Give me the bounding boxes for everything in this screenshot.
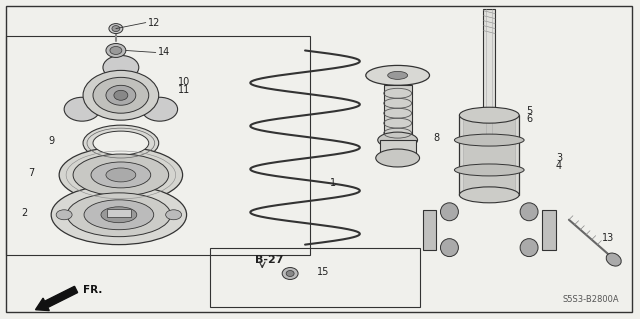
- Ellipse shape: [83, 70, 159, 120]
- Bar: [380, 140, 415, 158]
- Ellipse shape: [460, 107, 519, 123]
- Bar: [542, 210, 556, 249]
- FancyArrow shape: [35, 286, 77, 311]
- Ellipse shape: [59, 147, 182, 203]
- Ellipse shape: [366, 65, 429, 85]
- Ellipse shape: [376, 149, 420, 167]
- Ellipse shape: [606, 253, 621, 266]
- Bar: [483, 195, 495, 198]
- Ellipse shape: [56, 210, 72, 220]
- Bar: [463, 115, 515, 195]
- Ellipse shape: [106, 43, 126, 57]
- Ellipse shape: [520, 239, 538, 256]
- Ellipse shape: [110, 47, 122, 55]
- Ellipse shape: [112, 26, 120, 32]
- Text: 4: 4: [556, 161, 562, 171]
- Bar: [460, 115, 519, 195]
- Ellipse shape: [93, 131, 148, 155]
- Ellipse shape: [73, 154, 169, 196]
- Text: B-27: B-27: [255, 255, 284, 264]
- Ellipse shape: [141, 97, 177, 121]
- Ellipse shape: [114, 90, 128, 100]
- Ellipse shape: [286, 271, 294, 277]
- Bar: [483, 9, 495, 145]
- Ellipse shape: [83, 125, 159, 161]
- Text: FR.: FR.: [83, 286, 102, 295]
- Text: 13: 13: [602, 233, 614, 243]
- Text: 10: 10: [178, 77, 190, 87]
- Bar: [435, 198, 544, 263]
- Ellipse shape: [64, 97, 100, 121]
- Text: S5S3-B2800A: S5S3-B2800A: [562, 295, 619, 304]
- Ellipse shape: [101, 207, 137, 223]
- Ellipse shape: [454, 134, 524, 146]
- Ellipse shape: [106, 168, 136, 182]
- Ellipse shape: [93, 78, 148, 113]
- Ellipse shape: [91, 162, 151, 188]
- Text: 8: 8: [433, 133, 440, 143]
- Text: 1: 1: [330, 178, 336, 188]
- Ellipse shape: [103, 56, 139, 79]
- Ellipse shape: [67, 193, 171, 237]
- Ellipse shape: [440, 239, 458, 256]
- Ellipse shape: [454, 164, 524, 176]
- Ellipse shape: [282, 268, 298, 279]
- Bar: [384, 85, 412, 140]
- Text: 3: 3: [556, 153, 562, 163]
- Text: 6: 6: [526, 114, 532, 124]
- Ellipse shape: [378, 132, 417, 148]
- Ellipse shape: [460, 187, 519, 203]
- Text: 7: 7: [28, 168, 35, 178]
- Bar: [211, 248, 420, 307]
- Ellipse shape: [51, 185, 187, 245]
- Ellipse shape: [388, 71, 408, 79]
- Text: 12: 12: [148, 18, 160, 28]
- Ellipse shape: [520, 203, 538, 221]
- Text: 2: 2: [21, 208, 28, 218]
- Bar: [422, 210, 436, 249]
- Text: 5: 5: [526, 106, 532, 116]
- Ellipse shape: [106, 85, 136, 105]
- Bar: [6, 35, 310, 255]
- Ellipse shape: [109, 24, 123, 33]
- Bar: [107, 209, 131, 217]
- Text: 9: 9: [48, 136, 54, 146]
- Ellipse shape: [166, 210, 182, 220]
- Text: 14: 14: [157, 48, 170, 57]
- Ellipse shape: [84, 200, 154, 230]
- Text: 15: 15: [317, 266, 330, 277]
- Ellipse shape: [440, 203, 458, 221]
- Text: 11: 11: [178, 85, 190, 95]
